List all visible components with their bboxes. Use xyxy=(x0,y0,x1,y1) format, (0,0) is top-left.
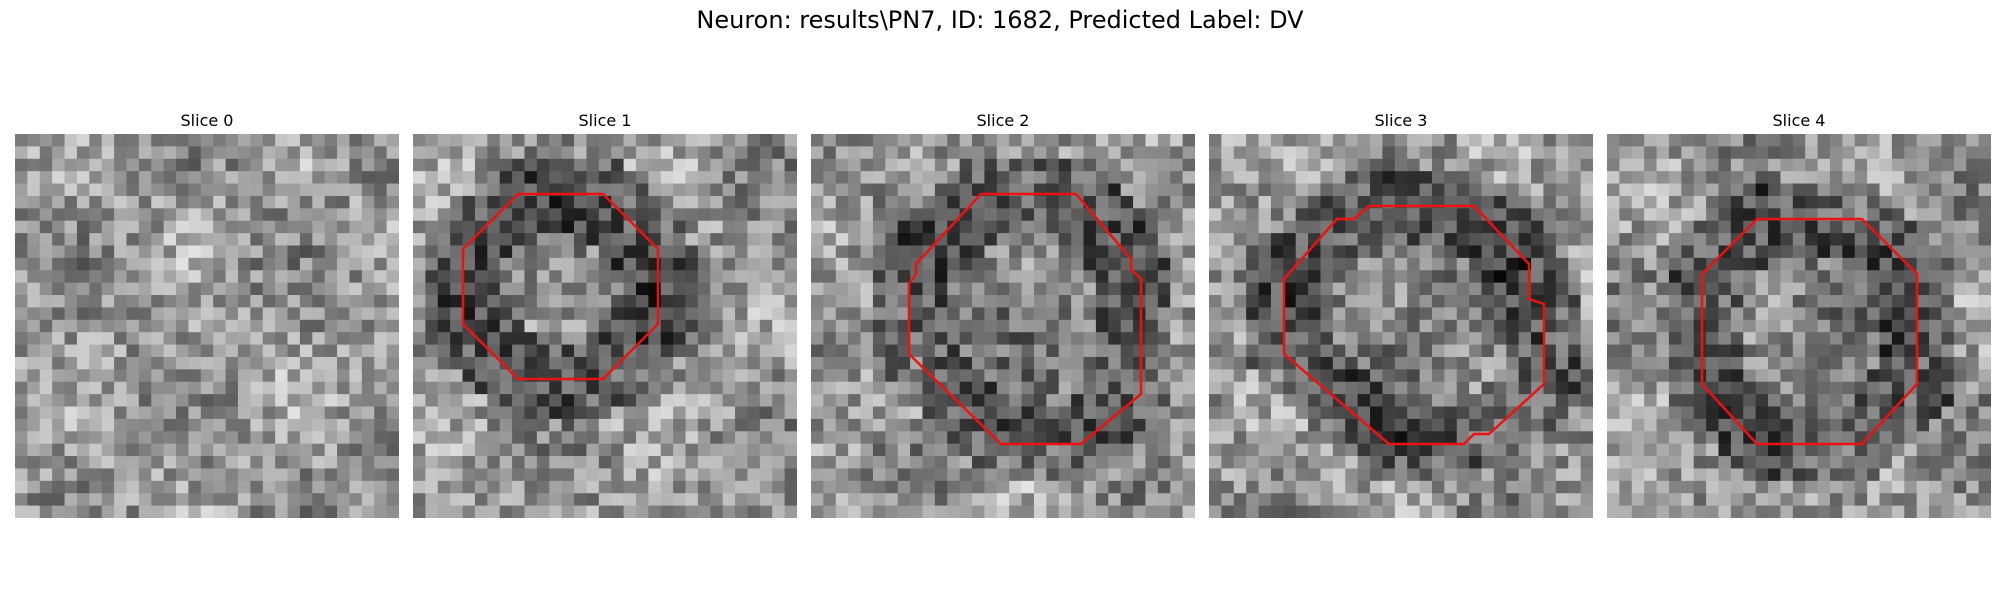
slice-title: Slice 2 xyxy=(976,111,1030,130)
contour-outline-1 xyxy=(461,192,660,381)
slice-image-1 xyxy=(413,134,797,518)
slice-title: Slice 0 xyxy=(180,111,234,130)
figure-title: Neuron: results\PN7, ID: 1682, Predicted… xyxy=(696,6,1304,34)
slice-title: Slice 1 xyxy=(578,111,632,130)
slice-image-3 xyxy=(1209,134,1593,518)
contour-outline-4 xyxy=(1700,217,1919,446)
slice-image-4 xyxy=(1607,134,1991,518)
slice-image-2 xyxy=(811,134,1195,518)
slice-title: Slice 4 xyxy=(1772,111,1826,130)
contour-outline-3 xyxy=(1282,204,1546,446)
slice-title: Slice 3 xyxy=(1374,111,1428,130)
slice-panel-3: Slice 3 xyxy=(1209,110,1593,518)
slice-image-0 xyxy=(15,134,399,518)
slice-panel-1: Slice 1 xyxy=(413,110,797,518)
slice-panel-0: Slice 0 xyxy=(15,110,399,518)
contour-outline-2 xyxy=(907,192,1143,446)
slice-panel-2: Slice 2 xyxy=(811,110,1195,518)
slice-panel-4: Slice 4 xyxy=(1607,110,1991,518)
